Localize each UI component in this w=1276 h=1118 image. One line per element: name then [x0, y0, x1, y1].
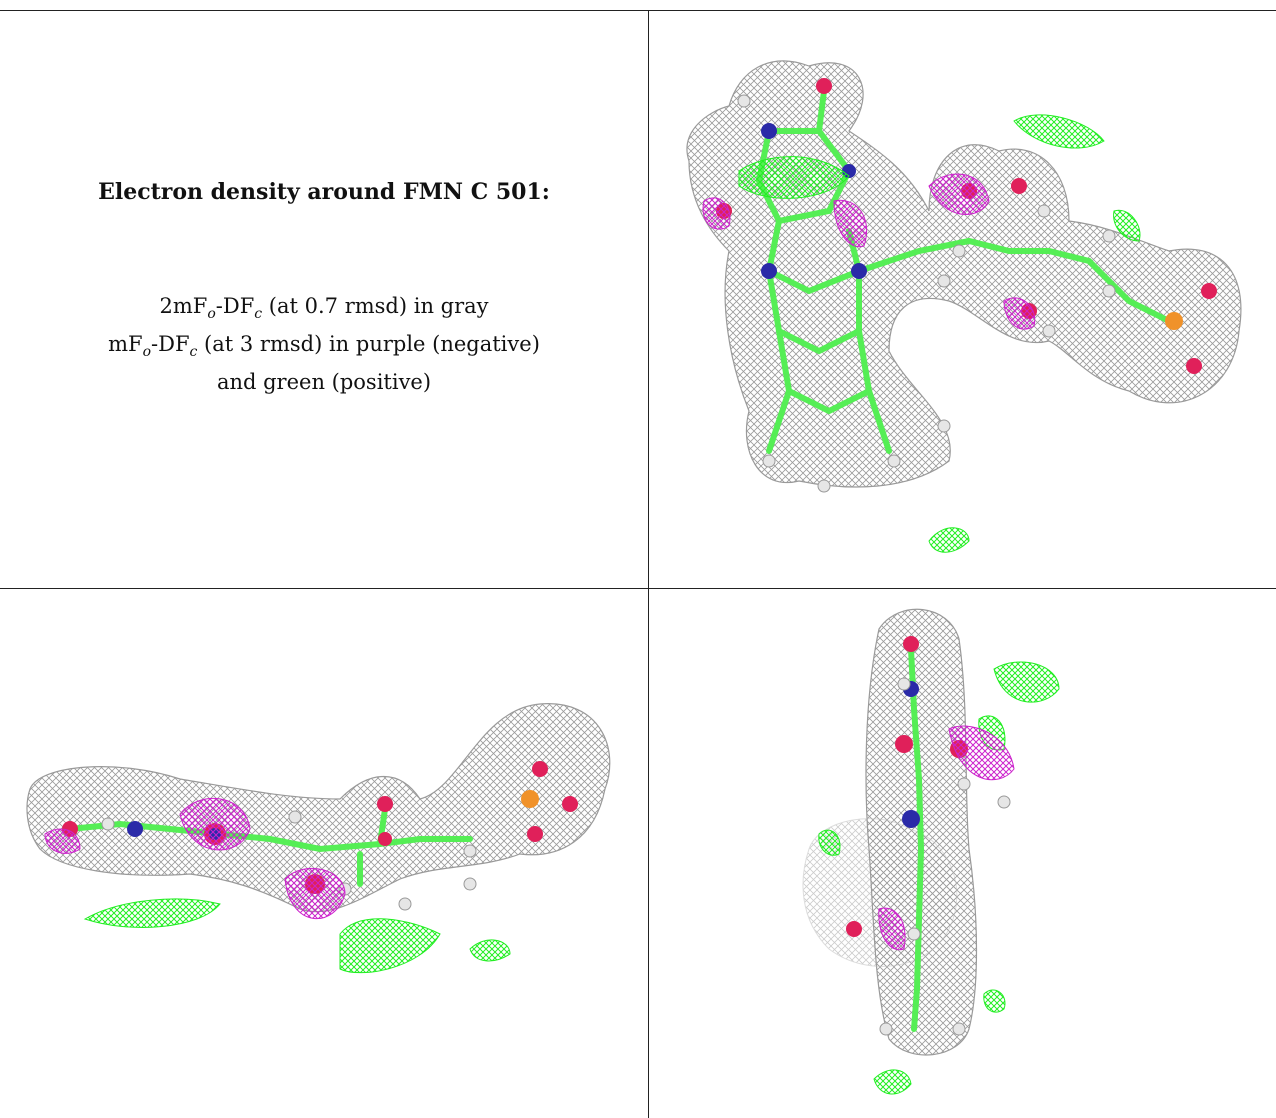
positive-density-blob	[928, 527, 970, 553]
positive-density-blob	[738, 156, 850, 199]
density-view-end	[649, 589, 1276, 1118]
negative-density-blob	[1003, 297, 1036, 330]
caption-cell: Electron density around FMN C 501: 2mFo-…	[0, 11, 648, 588]
negative-density-blob	[928, 173, 990, 215]
negative-density-blob	[948, 725, 1015, 781]
density-render-top	[686, 60, 1242, 553]
table-center-divider	[648, 10, 649, 1118]
ligand-bonds	[755, 88, 1172, 454]
positive-density-blob	[1013, 114, 1105, 149]
positive-density-blob	[993, 661, 1060, 703]
negative-density-blob	[179, 798, 251, 851]
legend-line-3: and green (positive)	[216, 370, 432, 395]
density-view-top	[649, 11, 1276, 588]
negative-density-blob	[833, 199, 868, 248]
density-render-side	[26, 703, 611, 974]
positive-density-blob	[469, 939, 511, 962]
negative-density-blob	[878, 907, 906, 951]
legend-line-2fofc: 2mFo-DFc (at 0.7 rmsd) in gray	[159, 294, 489, 323]
gray-density-envelope	[26, 703, 611, 913]
positive-density-blob	[83, 898, 221, 928]
negative-density-blob	[44, 828, 81, 854]
ligand-bonds	[908, 646, 925, 1032]
table-middle-border	[0, 588, 1276, 589]
caption-title: Electron density around FMN C 501:	[98, 179, 550, 205]
density-view-side	[0, 589, 648, 1118]
positive-density-blob	[339, 918, 441, 974]
positive-density-blob	[1113, 209, 1141, 242]
legend-line-fofc: mFo-DFc (at 3 rmsd) in purple (negative)	[108, 332, 540, 361]
density-legend: 2mFo-DFc (at 0.7 rmsd) in gray mFo-DFc (…	[0, 291, 648, 397]
negative-density-blob	[284, 867, 346, 919]
positive-density-blob	[818, 829, 841, 856]
density-render-end	[802, 608, 1060, 1095]
negative-density-blob	[702, 197, 731, 230]
positive-density-blob	[983, 989, 1006, 1013]
positive-density-blob	[873, 1069, 912, 1095]
table-top-border	[0, 10, 1276, 11]
